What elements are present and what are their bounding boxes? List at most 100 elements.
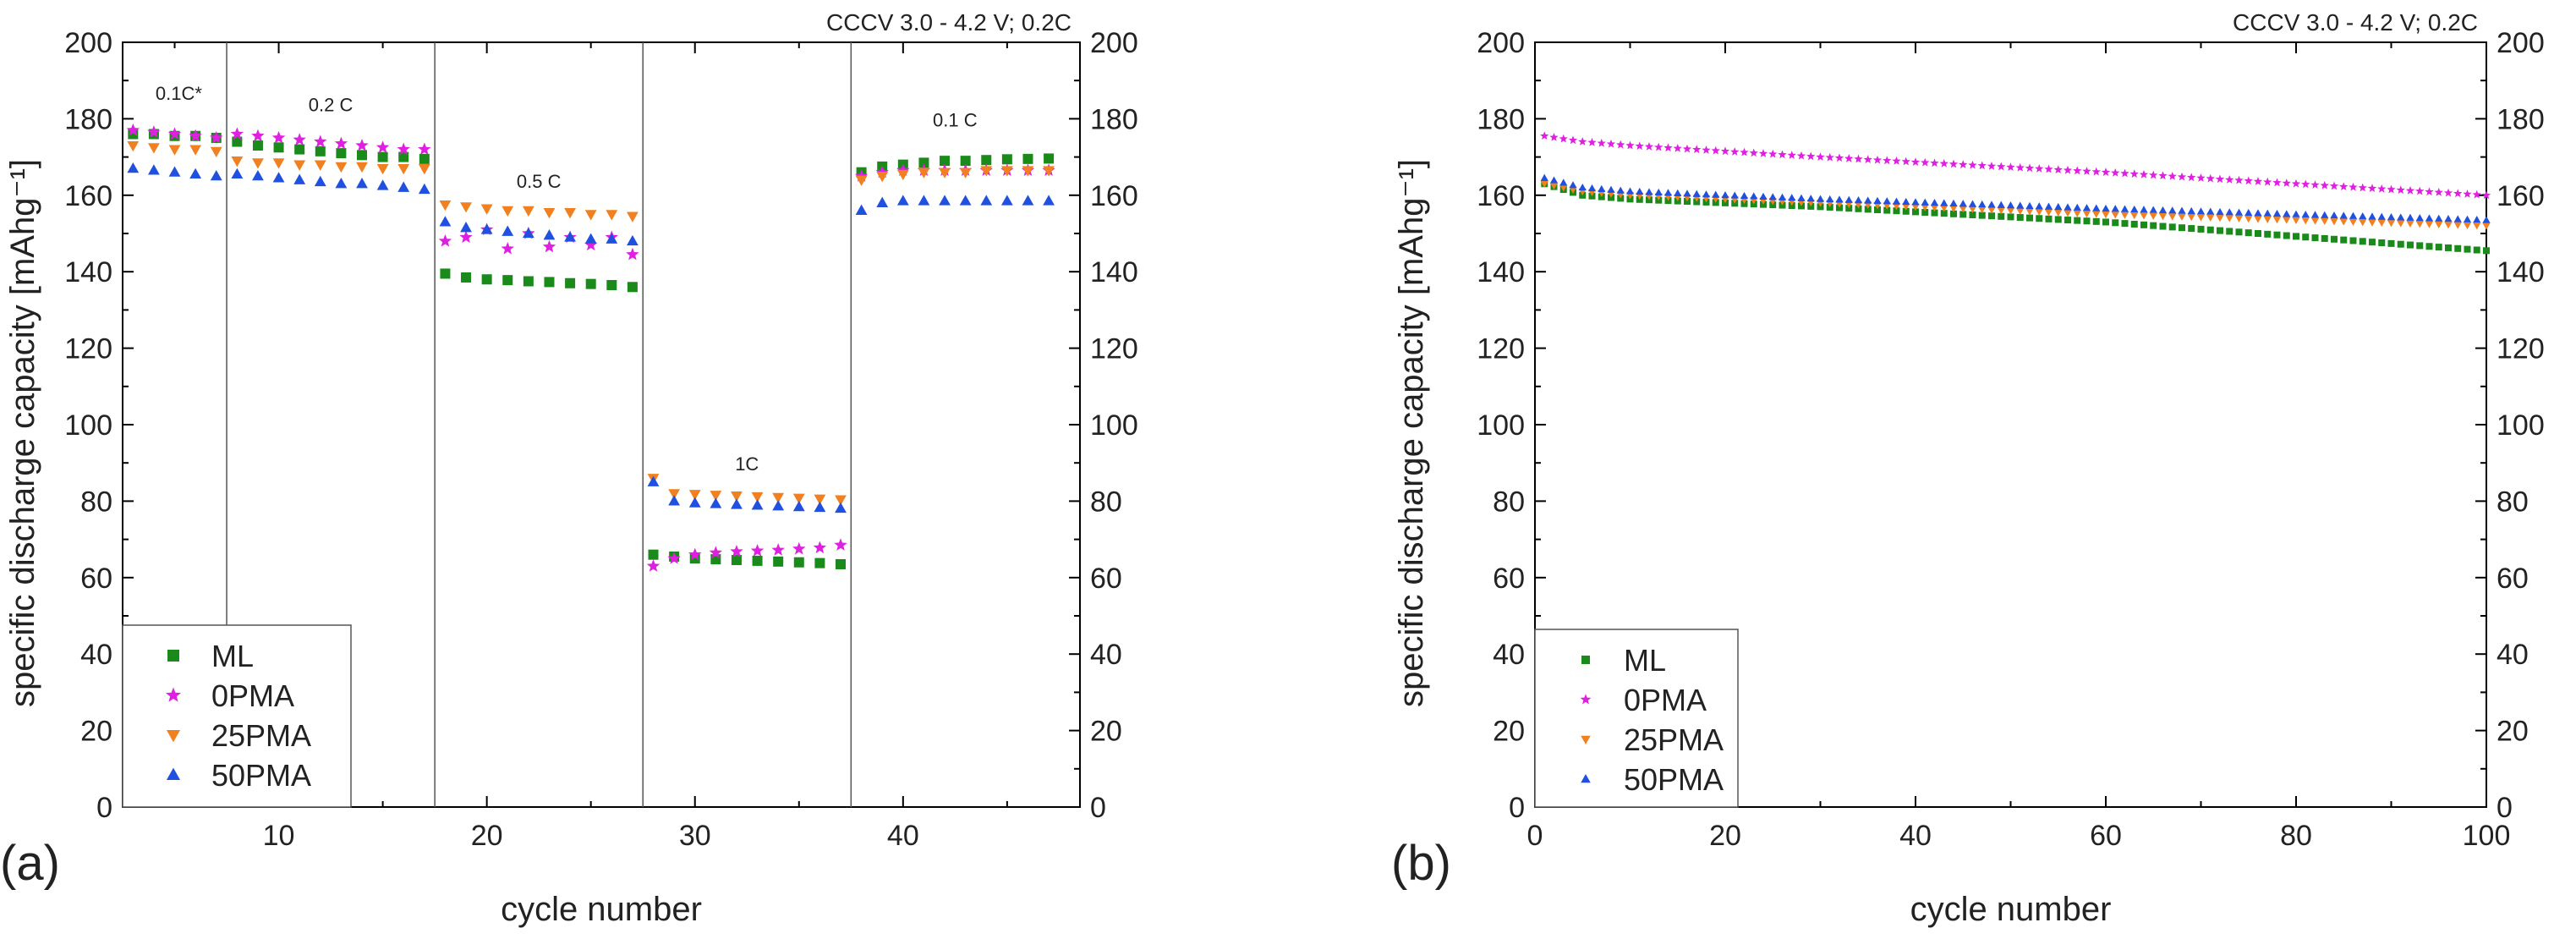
data-point — [2234, 215, 2244, 222]
data-point — [1977, 161, 1987, 170]
data-point — [1997, 162, 2006, 171]
data-point — [1959, 211, 1967, 218]
data-point — [126, 123, 140, 136]
data-point — [252, 170, 264, 181]
data-point — [2073, 166, 2082, 175]
data-point — [2453, 215, 2462, 222]
data-point — [168, 166, 181, 177]
data-point — [2225, 175, 2234, 184]
data-point — [2349, 211, 2358, 219]
x-tick-label: 10 — [263, 820, 295, 852]
data-point — [502, 275, 513, 286]
data-point — [2044, 209, 2053, 217]
data-point — [2311, 234, 2319, 242]
data-point — [1607, 185, 1615, 193]
data-point — [376, 179, 389, 190]
data-point — [1987, 200, 1996, 208]
data-point — [1683, 189, 1691, 197]
data-point — [2216, 207, 2224, 216]
y-tick-label-right: 120 — [2497, 333, 2545, 365]
data-point — [1902, 203, 1910, 211]
data-point — [2473, 222, 2481, 230]
data-point — [836, 558, 846, 569]
data-point — [440, 268, 451, 279]
data-point — [959, 167, 972, 178]
y-tick-label-left: 100 — [64, 409, 112, 442]
data-point — [1559, 184, 1568, 192]
data-point — [1835, 195, 1844, 203]
data-point — [2273, 231, 2281, 239]
data-point — [2331, 235, 2338, 243]
data-point — [273, 142, 284, 153]
data-point — [1636, 187, 1644, 195]
data-point — [251, 129, 265, 142]
y-tick-label-left: 140 — [1477, 256, 1525, 288]
data-point — [2082, 167, 2091, 175]
data-point — [1759, 192, 1768, 200]
data-point — [357, 150, 367, 161]
data-point — [2415, 186, 2425, 195]
data-point — [1712, 190, 1720, 198]
data-point — [2111, 211, 2119, 219]
legend: ML 0PMA 25PMA 50PMA — [1534, 629, 1739, 808]
data-point — [731, 555, 742, 566]
legend-label: ML — [211, 639, 254, 673]
x-tick-label: 0 — [1527, 820, 1543, 852]
data-point — [2073, 210, 2081, 217]
data-point — [2264, 230, 2272, 238]
data-point — [1806, 195, 1815, 202]
data-point — [2120, 168, 2129, 178]
data-point — [1872, 155, 1883, 164]
x-tick-label: 30 — [679, 820, 711, 852]
data-point — [1883, 197, 1891, 205]
x-axis-title: cycle number — [1910, 891, 2112, 928]
data-point — [1921, 208, 1929, 216]
data-point — [2053, 165, 2063, 174]
data-point — [2340, 236, 2348, 244]
data-point — [2453, 222, 2462, 229]
legend-label: 25PMA — [211, 718, 311, 753]
data-point — [772, 500, 785, 511]
data-point — [335, 178, 348, 189]
data-point — [648, 549, 659, 560]
data-point — [1540, 173, 1548, 181]
data-point — [2283, 210, 2291, 217]
y-axis: 0 0 20 20 40 40 60 60 80 80 100 100 120 120 140 140 160 1… — [1477, 27, 2544, 824]
y-tick-label-left: 0 — [96, 792, 112, 824]
data-point — [1682, 144, 1692, 153]
data-point — [1606, 139, 1616, 148]
rate-label: 0.5 C — [517, 171, 562, 192]
data-point — [2149, 212, 2157, 220]
legend-box — [1534, 629, 1739, 808]
y-tick-label-right: 0 — [1090, 792, 1106, 824]
data-point — [2035, 164, 2044, 173]
data-point — [667, 552, 681, 564]
data-point — [2425, 221, 2434, 228]
data-point — [1549, 176, 1559, 184]
data-point — [1597, 138, 1606, 147]
data-point — [232, 136, 243, 147]
data-point — [1854, 154, 1863, 163]
data-point — [2349, 218, 2358, 227]
data-point — [854, 169, 869, 182]
data-point — [2397, 240, 2404, 248]
data-point — [127, 162, 140, 173]
data-point — [2101, 167, 2111, 177]
data-point — [1940, 210, 1948, 217]
y-tick-label-right: 40 — [1090, 639, 1122, 671]
data-point — [1930, 204, 1939, 212]
data-point — [1022, 153, 1033, 164]
data-point — [334, 136, 348, 150]
data-point — [1998, 212, 2005, 220]
data-point — [1987, 206, 1996, 214]
data-point — [771, 543, 785, 556]
data-point — [1568, 135, 1578, 145]
data-point — [2130, 212, 2139, 220]
data-point — [1044, 153, 1055, 164]
y-tick-label-right: 80 — [2497, 486, 2529, 518]
data-point — [2377, 219, 2386, 228]
data-point — [2111, 167, 2120, 177]
data-point — [1836, 204, 1843, 211]
data-point — [730, 544, 743, 557]
